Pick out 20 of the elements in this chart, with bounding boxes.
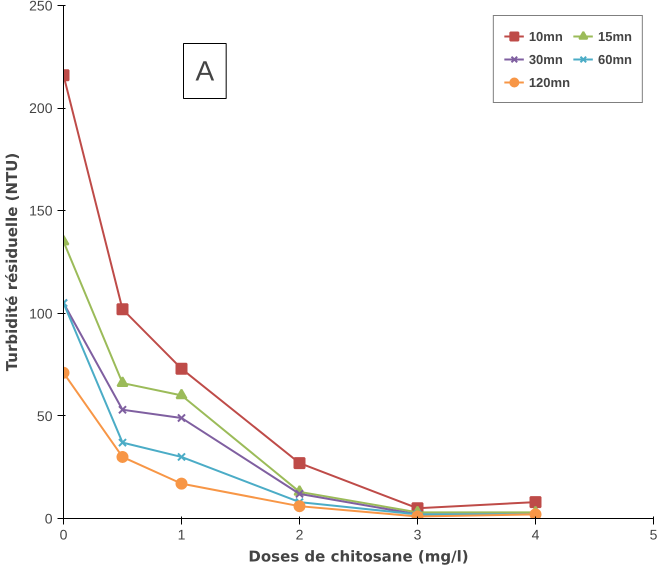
y-tick-label: 50	[36, 408, 53, 424]
y-axis-title: Turbidité résiduelle (NTU)	[3, 152, 22, 372]
x-tick-label: 5	[650, 526, 658, 542]
x-axis-title: Doses de chitosane (mg/l)	[248, 548, 469, 566]
annotation: A	[196, 56, 214, 86]
y-tick-label: 200	[29, 100, 53, 116]
legend-label: 30mn	[528, 52, 563, 66]
legend-label: 15mn	[598, 28, 632, 44]
x-tick-label: 0	[60, 526, 68, 542]
legend-label: 10mn	[528, 28, 563, 44]
x-tick-label: 4	[532, 526, 540, 542]
x-tick-label: 1	[178, 526, 186, 542]
y-tick-label: 100	[29, 305, 53, 322]
legend-label: 60mn	[598, 52, 632, 66]
legend-label: 120mn	[528, 74, 570, 90]
y-tick-label: 150	[29, 202, 53, 219]
x-tick-label: 2	[296, 526, 304, 542]
y-tick-label: 250	[29, 0, 53, 14]
x-tick-label: 3	[414, 526, 422, 542]
y-tick-label: 0	[44, 510, 53, 526]
